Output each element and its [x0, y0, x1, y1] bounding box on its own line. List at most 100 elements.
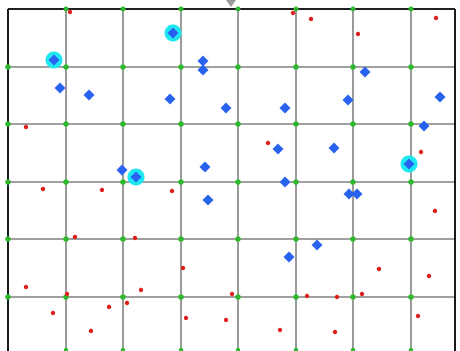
- red-dot[interactable]: [432, 208, 438, 214]
- blue-diamond-icon[interactable]: [351, 188, 363, 200]
- intersection-node[interactable]: [178, 64, 184, 70]
- red-dot[interactable]: [183, 315, 189, 321]
- blue-diamond-icon[interactable]: [311, 239, 323, 251]
- red-dot[interactable]: [332, 329, 338, 335]
- blue-diamond-icon[interactable]: [328, 142, 340, 154]
- intersection-node[interactable]: [5, 64, 11, 70]
- intersection-node[interactable]: [350, 347, 356, 351]
- blue-diamond-icon[interactable]: [279, 176, 291, 188]
- intersection-node[interactable]: [350, 64, 356, 70]
- blue-diamond-icon[interactable]: [202, 194, 214, 206]
- blue-diamond-icon[interactable]: [48, 54, 60, 66]
- intersection-node[interactable]: [120, 6, 126, 12]
- intersection-node[interactable]: [350, 6, 356, 12]
- intersection-node[interactable]: [235, 236, 241, 242]
- intersection-node[interactable]: [350, 179, 356, 185]
- blue-diamond-icon[interactable]: [220, 102, 232, 114]
- intersection-node[interactable]: [63, 236, 69, 242]
- red-dot[interactable]: [72, 234, 78, 240]
- red-dot[interactable]: [124, 300, 130, 306]
- red-dot[interactable]: [277, 327, 283, 333]
- intersection-node[interactable]: [293, 6, 299, 12]
- intersection-node[interactable]: [120, 236, 126, 242]
- blue-diamond-icon[interactable]: [164, 93, 176, 105]
- blue-diamond-icon[interactable]: [197, 64, 209, 76]
- intersection-node[interactable]: [350, 121, 356, 127]
- blue-diamond-icon[interactable]: [54, 82, 66, 94]
- red-dot[interactable]: [50, 310, 56, 316]
- intersection-node[interactable]: [235, 294, 241, 300]
- red-dot[interactable]: [359, 291, 365, 297]
- blue-diamond-icon[interactable]: [130, 171, 142, 183]
- red-dot[interactable]: [180, 265, 186, 271]
- intersection-node[interactable]: [178, 236, 184, 242]
- red-dot[interactable]: [106, 304, 112, 310]
- intersection-node[interactable]: [63, 121, 69, 127]
- blue-diamond-icon[interactable]: [403, 158, 415, 170]
- intersection-node[interactable]: [293, 121, 299, 127]
- blue-diamond-icon[interactable]: [167, 27, 179, 39]
- intersection-node[interactable]: [408, 347, 414, 351]
- intersection-node[interactable]: [63, 347, 69, 351]
- red-dot[interactable]: [67, 9, 73, 15]
- blue-diamond-icon[interactable]: [83, 89, 95, 101]
- red-dot[interactable]: [418, 149, 424, 155]
- intersection-node[interactable]: [120, 294, 126, 300]
- red-dot[interactable]: [433, 15, 439, 21]
- red-dot[interactable]: [265, 140, 271, 146]
- intersection-node[interactable]: [293, 236, 299, 242]
- intersection-node[interactable]: [120, 64, 126, 70]
- blue-diamond-icon[interactable]: [434, 91, 446, 103]
- blue-diamond-icon[interactable]: [342, 94, 354, 106]
- intersection-node[interactable]: [408, 64, 414, 70]
- intersection-node[interactable]: [293, 294, 299, 300]
- intersection-node[interactable]: [408, 179, 414, 185]
- intersection-node[interactable]: [120, 121, 126, 127]
- red-dot[interactable]: [334, 294, 340, 300]
- intersection-node[interactable]: [120, 347, 126, 351]
- intersection-node[interactable]: [5, 236, 11, 242]
- red-dot[interactable]: [304, 293, 310, 299]
- intersection-node[interactable]: [235, 121, 241, 127]
- intersection-node[interactable]: [178, 6, 184, 12]
- intersection-node[interactable]: [178, 121, 184, 127]
- red-dot[interactable]: [223, 317, 229, 323]
- blue-diamond-icon[interactable]: [199, 161, 211, 173]
- intersection-node[interactable]: [235, 64, 241, 70]
- red-dot[interactable]: [23, 124, 29, 130]
- red-dot[interactable]: [64, 291, 70, 297]
- blue-diamond-icon[interactable]: [283, 251, 295, 263]
- intersection-node[interactable]: [5, 179, 11, 185]
- intersection-node[interactable]: [408, 236, 414, 242]
- intersection-node[interactable]: [120, 179, 126, 185]
- intersection-node[interactable]: [235, 6, 241, 12]
- intersection-node[interactable]: [178, 179, 184, 185]
- red-dot[interactable]: [138, 287, 144, 293]
- red-dot[interactable]: [99, 187, 105, 193]
- blue-diamond-icon[interactable]: [343, 188, 355, 200]
- red-dot[interactable]: [23, 284, 29, 290]
- blue-diamond-icon[interactable]: [116, 164, 128, 176]
- intersection-node[interactable]: [350, 236, 356, 242]
- intersection-node[interactable]: [350, 294, 356, 300]
- red-dot[interactable]: [40, 186, 46, 192]
- red-dot[interactable]: [308, 16, 314, 22]
- intersection-node[interactable]: [408, 294, 414, 300]
- red-dot[interactable]: [355, 31, 361, 37]
- red-dot[interactable]: [415, 313, 421, 319]
- intersection-node[interactable]: [293, 347, 299, 351]
- intersection-node[interactable]: [408, 121, 414, 127]
- blue-diamond-icon[interactable]: [418, 120, 430, 132]
- red-dot[interactable]: [88, 328, 94, 334]
- intersection-node[interactable]: [63, 6, 69, 12]
- red-dot[interactable]: [426, 273, 432, 279]
- red-dot[interactable]: [229, 291, 235, 297]
- intersection-node[interactable]: [178, 347, 184, 351]
- intersection-node[interactable]: [5, 294, 11, 300]
- intersection-node[interactable]: [63, 179, 69, 185]
- blue-diamond-icon[interactable]: [359, 66, 371, 78]
- intersection-node[interactable]: [293, 179, 299, 185]
- blue-diamond-icon[interactable]: [279, 102, 291, 114]
- intersection-node[interactable]: [178, 294, 184, 300]
